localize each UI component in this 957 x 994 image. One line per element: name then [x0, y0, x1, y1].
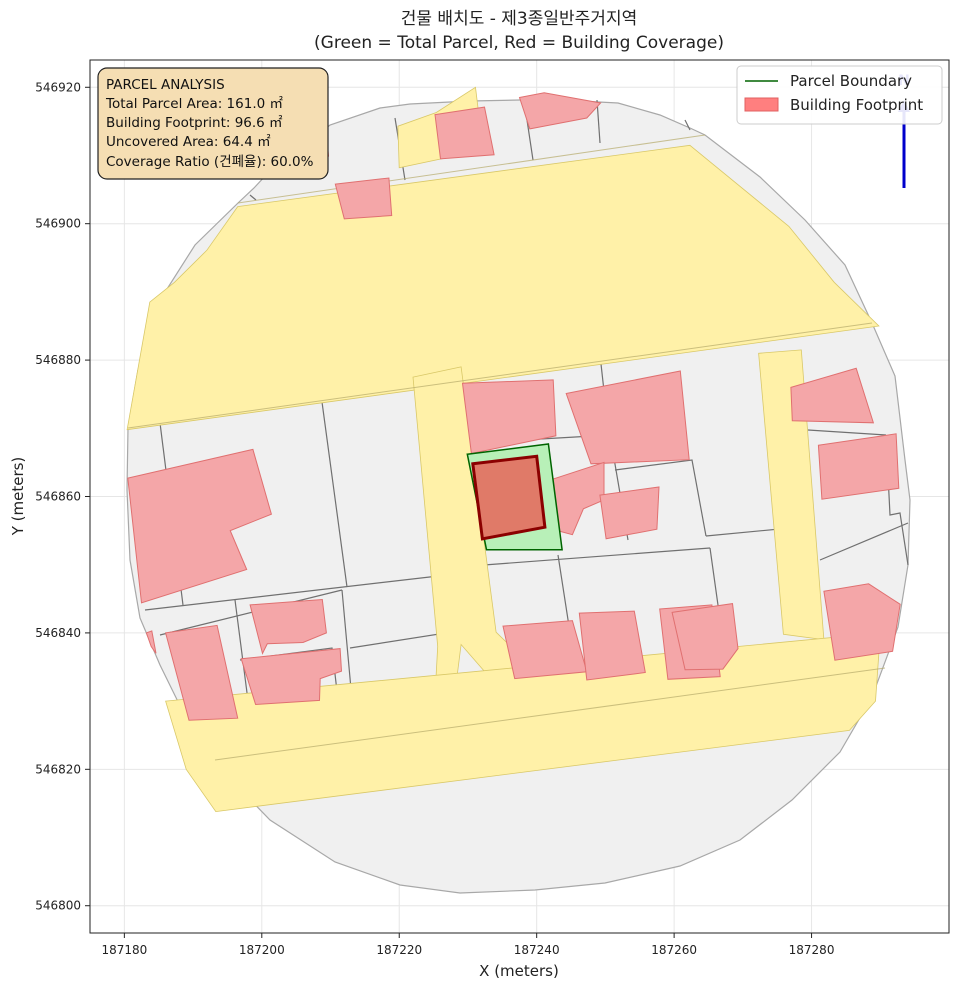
- building-footprint[interactable]: [249, 598, 327, 655]
- building-footprint[interactable]: [790, 367, 875, 424]
- building-footprint[interactable]: [434, 106, 495, 160]
- title-line-2: (Green = Total Parcel, Red = Building Co…: [314, 33, 724, 53]
- analysis-line-ratio: Coverage Ratio (건폐율): 60.0%: [106, 154, 314, 170]
- y-tick-label: 546880: [35, 353, 81, 367]
- building-footprint[interactable]: [502, 620, 588, 680]
- building-footprint[interactable]: [565, 370, 690, 465]
- x-tick-label: 187280: [789, 943, 835, 957]
- x-tick-label: 187200: [239, 943, 285, 957]
- building-footprint[interactable]: [578, 610, 646, 681]
- legend-building-swatch: [744, 97, 779, 112]
- y-axis-ticks: 546800 546820 546840 546860 546880 546900 5469…: [35, 80, 90, 913]
- building-footprint[interactable]: [164, 624, 239, 721]
- building-footprint[interactable]: [817, 433, 900, 500]
- y-tick-label: 546840: [35, 626, 81, 640]
- analysis-heading: PARCEL ANALYSIS: [106, 77, 225, 93]
- y-axis-label: Y (meters): [9, 457, 27, 537]
- road-edges: [127, 134, 886, 761]
- building-footprint[interactable]: [823, 583, 901, 661]
- title-line-1: 건물 배치도 - 제3종일반주거지역: [401, 9, 637, 29]
- building-footprint[interactable]: [240, 648, 343, 706]
- target-building[interactable]: [471, 454, 547, 541]
- building-footprint[interactable]: [599, 486, 660, 540]
- parcel-analysis-box: PARCEL ANALYSIS Total Parcel Area: 161.0…: [97, 67, 329, 180]
- building-footprint[interactable]: [671, 603, 739, 671]
- x-tick-label: 187240: [514, 943, 560, 957]
- y-tick-label: 546860: [35, 490, 81, 504]
- building-footprint[interactable]: [127, 448, 273, 604]
- y-tick-label: 546900: [35, 217, 81, 231]
- y-tick-label: 546800: [35, 899, 81, 913]
- building-footprint[interactable]: [461, 379, 557, 455]
- legend-parcel-label: Parcel Boundary: [790, 72, 912, 90]
- x-axis-ticks: 187180 187200 187220 187240 187260 187280: [101, 933, 834, 957]
- x-tick-label: 187220: [376, 943, 422, 957]
- x-tick-label: 187260: [651, 943, 697, 957]
- y-tick-label: 546820: [35, 762, 81, 776]
- x-tick-label: 187180: [101, 943, 147, 957]
- road-area: [126, 144, 880, 431]
- legend: Parcel Boundary Building Footprint: [736, 65, 943, 125]
- analysis-line-footprint: Building Footprint: 96.6 ㎡: [106, 115, 283, 131]
- building-footprint[interactable]: [145, 630, 157, 654]
- legend-building-label: Building Footprint: [790, 96, 923, 114]
- analysis-line-area: Total Parcel Area: 161.0 ㎡: [105, 96, 283, 112]
- y-tick-label: 546920: [35, 80, 81, 94]
- x-axis-label: X (meters): [479, 962, 559, 980]
- building-footprint[interactable]: [334, 177, 393, 220]
- analysis-line-uncovered: Uncovered Area: 64.4 ㎡: [106, 134, 271, 150]
- building-footprint[interactable]: [518, 92, 602, 130]
